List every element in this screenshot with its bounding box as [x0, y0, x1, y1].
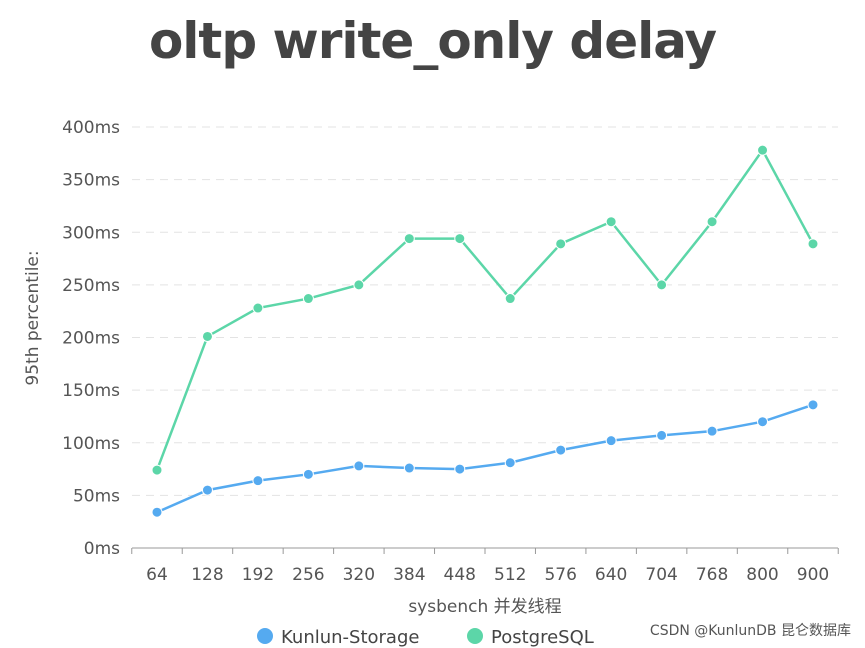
- x-tick-label: 448: [444, 565, 476, 585]
- data-point: [555, 238, 567, 250]
- data-point: [403, 462, 415, 474]
- chart-title: oltp write_only delay: [148, 12, 717, 70]
- x-tick-label: 576: [544, 565, 576, 585]
- y-tick-label: 250ms: [62, 276, 120, 296]
- data-point: [403, 233, 415, 245]
- data-point: [454, 463, 466, 475]
- data-point: [757, 144, 769, 156]
- data-point: [807, 399, 819, 411]
- y-tick-label: 300ms: [62, 223, 120, 243]
- data-point: [302, 468, 314, 480]
- data-point: [706, 216, 718, 228]
- x-tick-label: 256: [292, 565, 324, 585]
- x-tick-label: 192: [242, 565, 274, 585]
- y-tick-label: 50ms: [73, 486, 120, 506]
- data-point: [201, 330, 213, 342]
- data-point: [353, 279, 365, 291]
- data-point: [151, 464, 163, 476]
- series-line-kunlun-storage: [156, 403, 814, 514]
- data-point: [504, 293, 516, 305]
- data-point: [302, 293, 314, 305]
- x-tick-label: 320: [343, 565, 375, 585]
- series-line-postgresql: [155, 147, 815, 471]
- data-point: [252, 302, 264, 314]
- data-point: [605, 216, 617, 228]
- y-axis-label: 95th percentile:: [23, 250, 43, 385]
- x-tick-label: 64: [146, 565, 168, 585]
- y-tick-label: 0ms: [84, 539, 120, 559]
- data-point: [504, 457, 516, 469]
- legend-marker: [467, 628, 483, 644]
- y-tick-label: 150ms: [62, 381, 120, 401]
- y-tick-label: 200ms: [62, 329, 120, 349]
- data-point: [656, 279, 668, 291]
- x-tick-label: 900: [797, 565, 829, 585]
- x-tick-label: 640: [595, 565, 627, 585]
- x-axis-label: sysbench 并发线程: [408, 597, 561, 617]
- data-point: [555, 444, 567, 456]
- data-point: [757, 416, 769, 428]
- x-tick-label: 704: [645, 565, 677, 585]
- x-tick-label: 768: [696, 565, 728, 585]
- y-tick-label: 100ms: [62, 434, 120, 454]
- data-point: [807, 238, 819, 250]
- legend-label: Kunlun-Storage: [281, 627, 419, 648]
- data-point: [706, 425, 718, 437]
- data-point: [201, 484, 213, 496]
- data-point: [454, 233, 466, 245]
- legend-marker: [257, 628, 273, 644]
- data-point: [605, 435, 617, 447]
- data-point: [252, 475, 264, 487]
- x-tick-label: 800: [746, 565, 778, 585]
- data-point: [656, 429, 668, 441]
- x-tick-label: 384: [393, 565, 425, 585]
- y-tick-label: 400ms: [62, 118, 120, 138]
- y-tick-label: 350ms: [62, 171, 120, 191]
- watermark: CSDN @KunlunDB 昆仑数据库: [649, 623, 851, 639]
- x-tick-label: 512: [494, 565, 526, 585]
- x-tick-label: 128: [191, 565, 223, 585]
- legend-label: PostgreSQL: [491, 627, 594, 648]
- data-point: [353, 460, 365, 472]
- data-point: [151, 506, 163, 518]
